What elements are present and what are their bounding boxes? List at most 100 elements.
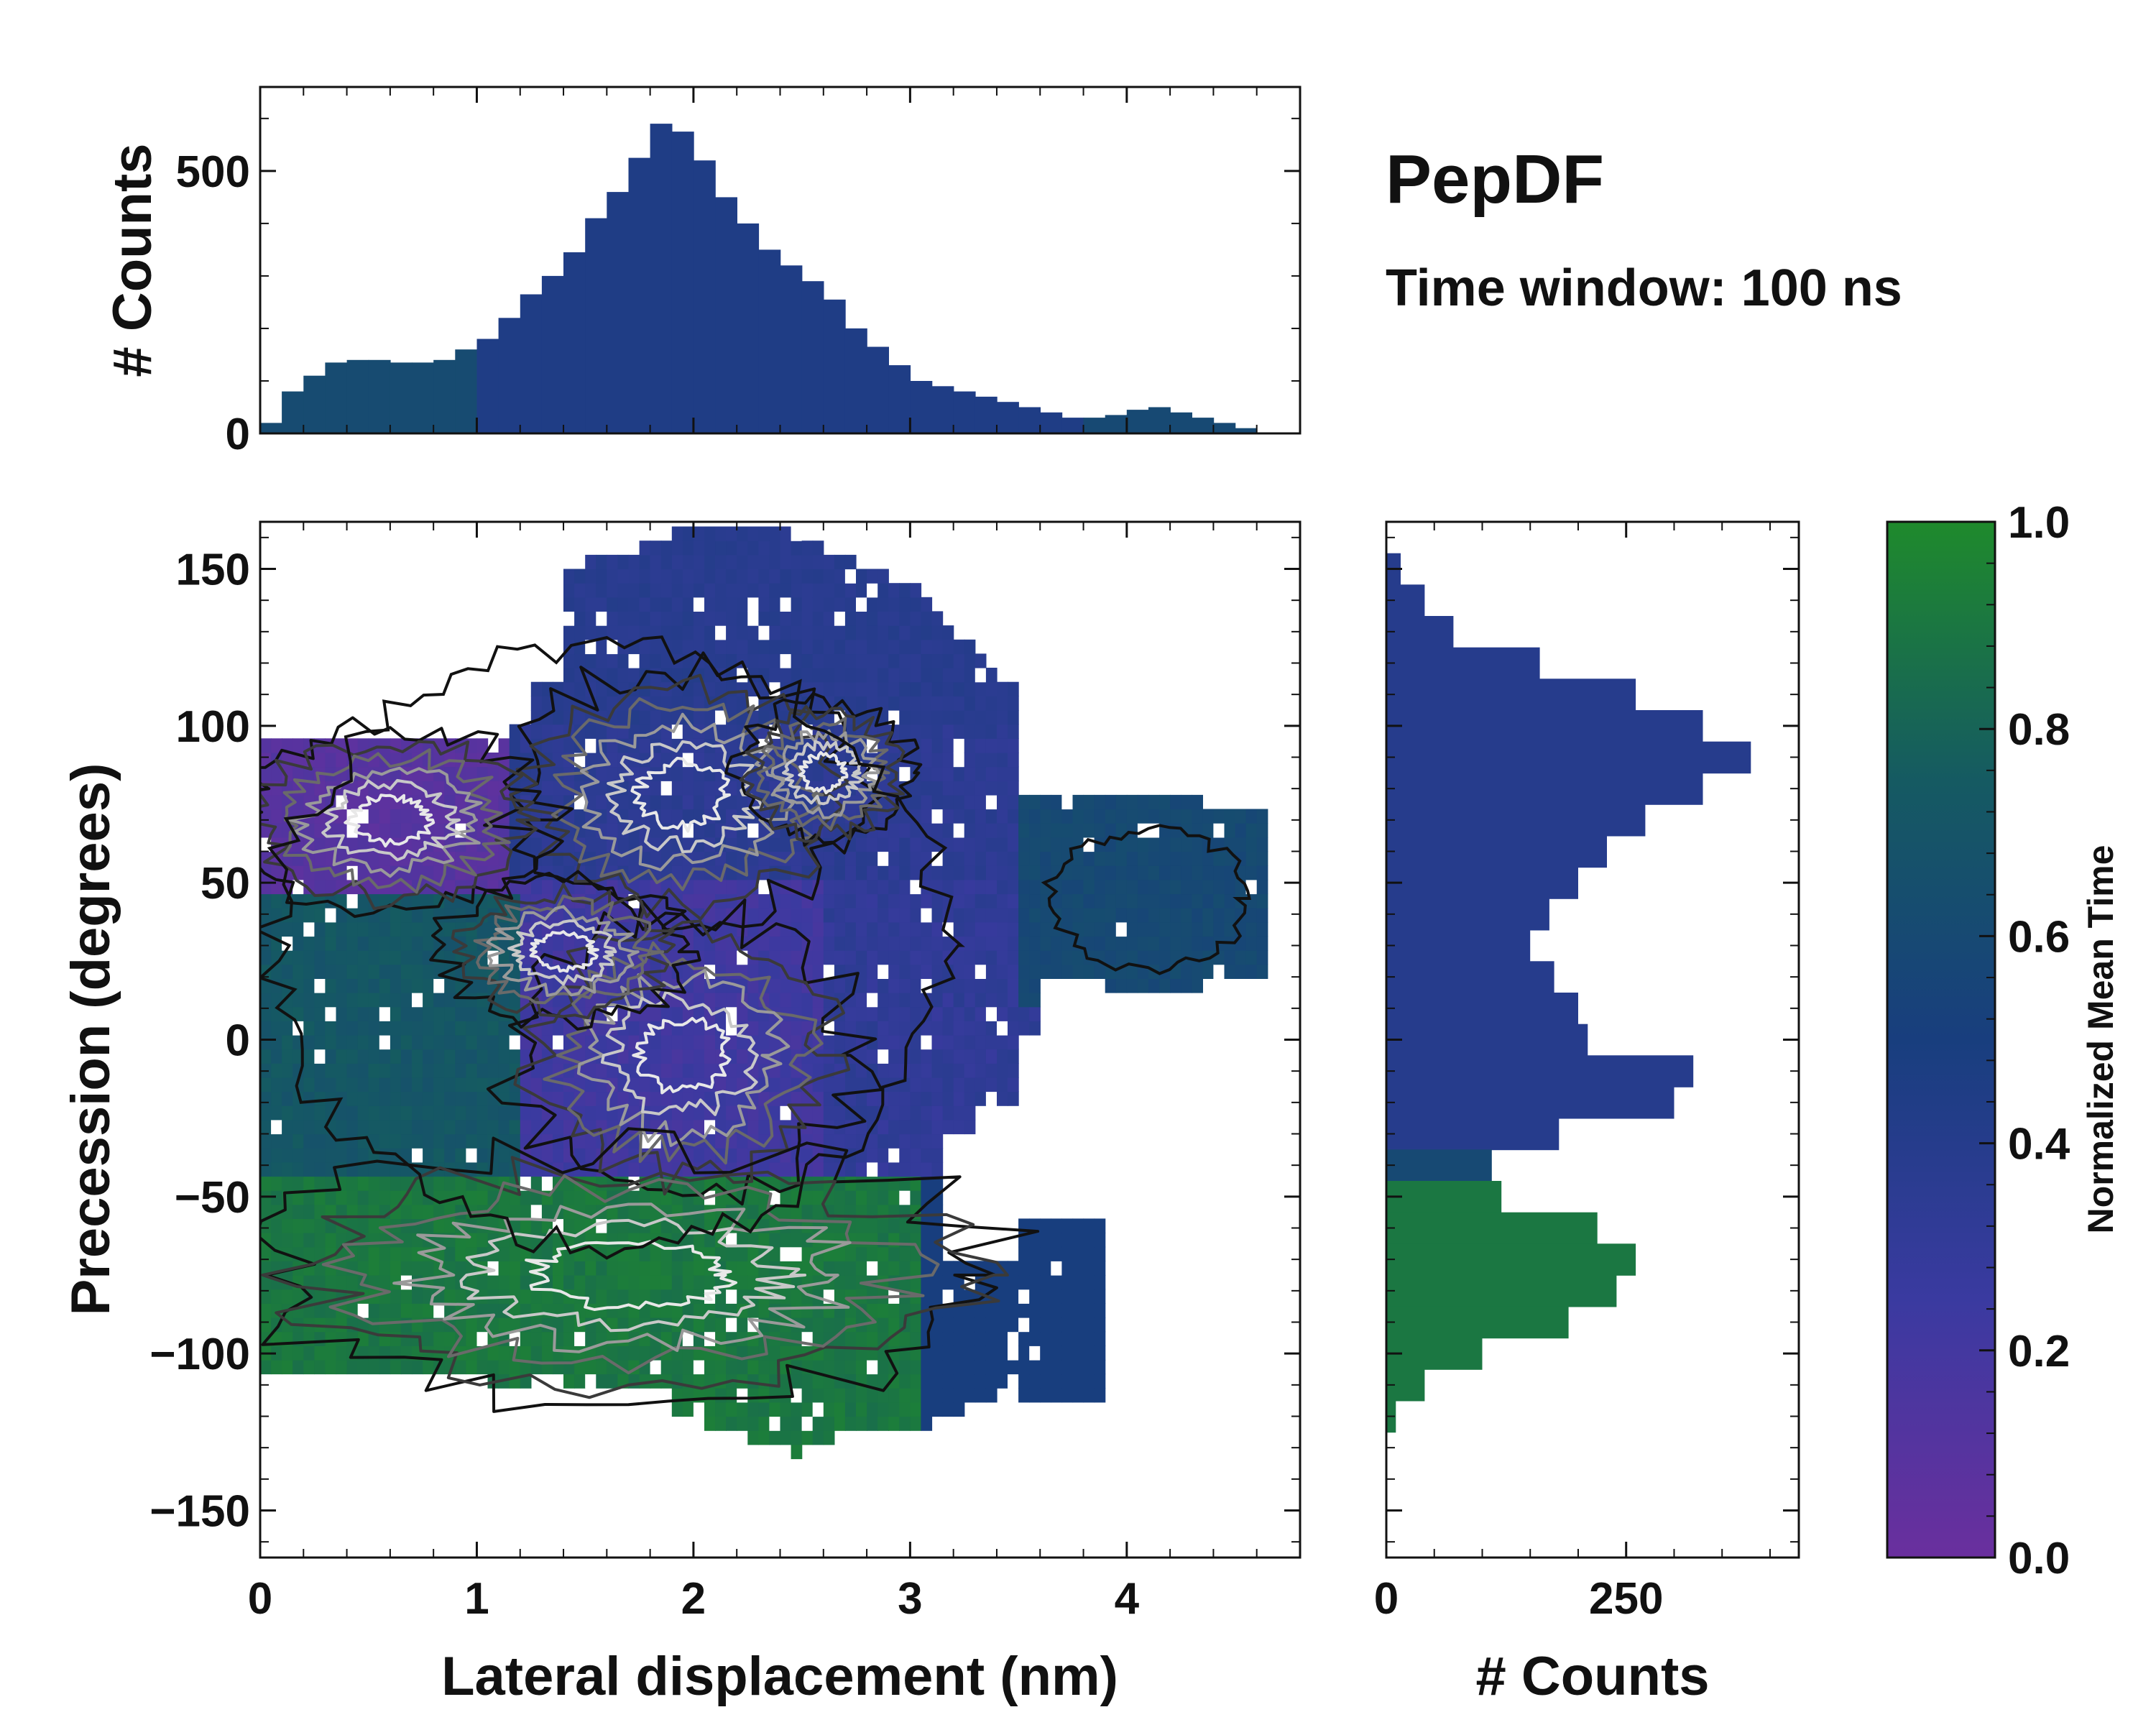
- heatmap-cell: [877, 865, 889, 880]
- heatmap-cell: [671, 781, 683, 796]
- heatmap-cell: [844, 1077, 857, 1092]
- heatmap-cell: [444, 1133, 456, 1149]
- heatmap-cell: [520, 1006, 532, 1021]
- right-xtick-label: 0: [1374, 1574, 1399, 1624]
- heatmap-cell: [390, 908, 402, 923]
- heatmap-cell: [1018, 1317, 1030, 1333]
- heatmap-cell: [867, 1006, 878, 1021]
- heatmap-cell: [563, 681, 575, 696]
- heatmap-cell: [1040, 837, 1051, 852]
- heatmap-cell: [325, 1346, 337, 1361]
- heatmap-cell: [975, 724, 987, 739]
- heatmap-cell: [888, 1105, 900, 1121]
- heatmap-cell: [1008, 893, 1019, 908]
- heatmap-cell: [791, 1035, 803, 1050]
- heatmap-cell: [530, 1105, 543, 1121]
- heatmap-cell: [877, 696, 889, 711]
- heatmap-cell: [910, 1105, 922, 1121]
- heatmap-cell: [801, 1190, 814, 1205]
- heatmap-cell: [877, 993, 889, 1008]
- heatmap-cell: [650, 597, 662, 612]
- heatmap-cell: [303, 908, 315, 923]
- heatmap-cell: [1072, 851, 1084, 866]
- heatmap-cell: [1072, 950, 1084, 965]
- heatmap-cell: [541, 1204, 553, 1220]
- heatmap-cell: [964, 696, 976, 711]
- heatmap-cell: [1008, 1275, 1019, 1290]
- heatmap-cell: [282, 1233, 293, 1248]
- heatmap-cell: [780, 1049, 792, 1064]
- heatmap-cell: [975, 781, 987, 796]
- heatmap-cell: [379, 1063, 391, 1078]
- heatmap-cell: [899, 1261, 911, 1276]
- heatmap-cell: [823, 1077, 835, 1092]
- heatmap-cell: [314, 1006, 326, 1021]
- heatmap-cell: [726, 583, 737, 598]
- heatmap-cell: [867, 1246, 878, 1261]
- heatmap-cell: [791, 540, 803, 556]
- heatmap-cell: [856, 597, 867, 612]
- heatmap-cell: [769, 1416, 781, 1431]
- heatmap-cell: [997, 1035, 1008, 1050]
- heatmap-cell: [1029, 964, 1041, 979]
- heatmap-cell: [585, 837, 596, 852]
- heatmap-cell: [303, 921, 315, 937]
- heatmap-cell: [671, 611, 683, 626]
- heatmap-cell: [737, 1133, 748, 1149]
- heatmap-cell: [650, 921, 662, 937]
- heatmap-cell: [336, 936, 348, 951]
- heatmap-cell: [553, 710, 564, 725]
- heatmap-cell: [1256, 823, 1268, 838]
- heatmap-cell: [985, 1317, 998, 1333]
- heatmap-cell: [314, 950, 326, 965]
- right-histogram-bar: [1386, 835, 1607, 868]
- heatmap-cell: [563, 1119, 575, 1135]
- heatmap-cell: [1094, 1346, 1106, 1361]
- heatmap-cell: [390, 1119, 402, 1135]
- main-ytick-label: 0: [226, 1016, 250, 1066]
- heatmap-cell: [867, 921, 878, 937]
- heatmap-cell: [346, 1148, 359, 1163]
- heatmap-cell: [1018, 837, 1030, 852]
- heatmap-cell: [617, 611, 630, 626]
- heatmap-cell: [910, 1091, 922, 1106]
- heatmap-cell: [639, 611, 651, 626]
- heatmap-cell: [530, 1176, 543, 1191]
- heatmap-cell: [737, 696, 748, 711]
- heatmap-cell: [487, 1275, 499, 1290]
- heatmap-cell: [985, 809, 998, 824]
- heatmap-cell: [747, 554, 759, 570]
- heatmap-cell: [314, 993, 326, 1008]
- heatmap-cell: [758, 1035, 770, 1050]
- heatmap-cell: [704, 569, 716, 584]
- heatmap-cell: [953, 794, 965, 810]
- heatmap-cell: [769, 1388, 781, 1403]
- heatmap-cell: [867, 1148, 878, 1163]
- contour-line: [576, 969, 791, 1147]
- heatmap-cell: [444, 1176, 456, 1191]
- heatmap-cell: [390, 1359, 402, 1375]
- heatmap-cell: [1202, 823, 1214, 838]
- heatmap-cell: [585, 865, 596, 880]
- heatmap-cell: [357, 1049, 369, 1064]
- heatmap-cell: [1029, 1289, 1041, 1304]
- heatmap-cell: [1256, 908, 1268, 923]
- heatmap-cell: [953, 908, 965, 923]
- heatmap-cell: [921, 639, 933, 655]
- heatmap-cell: [1008, 1346, 1019, 1361]
- heatmap-cell: [639, 681, 651, 696]
- heatmap-cell: [985, 908, 998, 923]
- heatmap-cell: [520, 1261, 532, 1276]
- heatmap-cell: [476, 1162, 489, 1177]
- heatmap-cell: [910, 724, 922, 739]
- heatmap-cell: [1094, 823, 1106, 838]
- heatmap-cell: [682, 625, 694, 640]
- heatmap-cell: [292, 766, 304, 781]
- heatmap-cell: [737, 879, 748, 895]
- heatmap-cell: [1224, 964, 1236, 979]
- heatmap-cell: [346, 936, 359, 951]
- heatmap-cell: [823, 639, 835, 655]
- heatmap-cell: [563, 1374, 575, 1389]
- heatmap-cell: [357, 1105, 369, 1121]
- heatmap-cell: [1192, 794, 1203, 810]
